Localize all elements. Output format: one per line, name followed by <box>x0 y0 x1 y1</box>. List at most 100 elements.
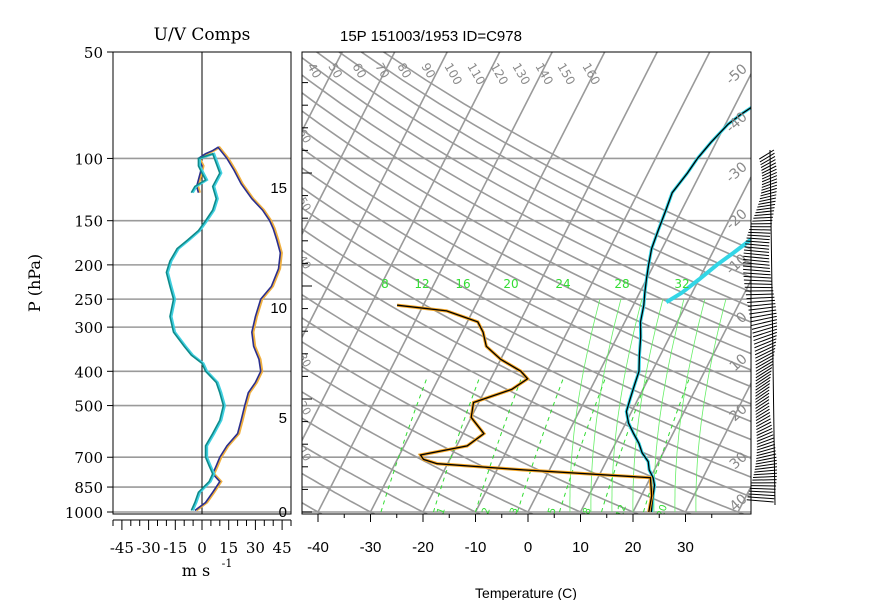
wind-barb <box>754 469 778 473</box>
uv-series-shadow <box>166 152 226 511</box>
skewt-dry-adiabat <box>302 501 324 514</box>
skewt-isotherm <box>791 52 887 512</box>
mixing-ratio-label: 24 <box>555 277 570 291</box>
wind-barb-staff <box>769 149 776 506</box>
wind-barb <box>756 427 773 436</box>
skewt-x-tick-label: -20 <box>412 539 434 556</box>
skewt-temperature-line <box>625 106 751 513</box>
skewt-x-tick-label: 20 <box>625 539 642 556</box>
wind-barb <box>755 411 771 421</box>
theta-label: 90 <box>418 61 438 81</box>
skewt-x-tick-label: 30 <box>677 539 694 556</box>
wind-barb <box>744 283 773 285</box>
wind-barbs <box>742 149 778 506</box>
uv-y-tick-label: 850 <box>74 479 103 497</box>
skewt-isotherm <box>56 52 290 512</box>
uv-frame <box>112 51 292 515</box>
uv-title: U/V Comps <box>154 25 251 45</box>
skewt-moist-adiabat <box>380 378 428 513</box>
skewt-isobars <box>302 157 751 513</box>
wind-barb <box>745 243 770 247</box>
wind-barb <box>754 466 778 470</box>
wind-barb <box>756 443 775 451</box>
skewt-x-tick-label: -40 <box>307 539 329 556</box>
uv-y-tick-label: 1000 <box>65 504 103 522</box>
isotherm-label: -30 <box>723 159 751 186</box>
wind-barb <box>744 246 770 250</box>
wind-barb <box>756 424 772 433</box>
wind-barb <box>755 373 772 385</box>
skewt-isotherm <box>632 278 751 513</box>
wind-barb <box>755 357 774 369</box>
wind-barb <box>755 415 771 424</box>
uv-y-tick-labels: 50 100 150 200 250 300 400 500 700 850 1000 <box>65 44 113 522</box>
skewt-dry-adiabat <box>302 207 751 441</box>
skewt-dry-adiabat <box>302 56 751 308</box>
skewt-dry-adiabat <box>302 390 535 514</box>
skewt-dry-adiabat <box>302 417 482 514</box>
wind-barb <box>753 475 777 478</box>
wind-barb <box>755 402 770 412</box>
wind-barb <box>743 279 772 282</box>
mixing-ratio-label: 28 <box>614 277 629 291</box>
bottom-mixing-label: 5 <box>546 506 559 516</box>
skewt-x-axis-label: Temperature (C) <box>475 585 577 600</box>
wind-barb <box>748 493 775 497</box>
uv-x-tick-label: 0 <box>197 539 207 557</box>
theta-label: 100 <box>441 61 465 88</box>
wind-barb <box>754 344 776 356</box>
skewt-isotherm <box>843 52 887 512</box>
skewt-isotherm <box>302 52 396 236</box>
wind-barb <box>760 191 777 197</box>
uv-y-tick-label: 50 <box>84 44 103 62</box>
skewt-dry-adiabat <box>302 186 751 423</box>
wind-barb <box>755 399 770 409</box>
isotherm-label: 0 <box>733 309 750 327</box>
wind-barb <box>761 165 777 174</box>
theta-label: 150 <box>554 61 578 88</box>
skewt-mixing-line <box>611 299 643 513</box>
mixing-ratio-label: 20 <box>503 277 518 291</box>
skewt-mixing-line <box>569 299 601 513</box>
wind-barb <box>756 421 772 431</box>
wind-barb <box>755 395 770 406</box>
skewt-dry-adiabat <box>302 340 640 514</box>
wind-barb <box>752 328 778 338</box>
wind-barb <box>755 354 775 366</box>
skewt-dry-adiabat <box>302 271 751 498</box>
skewt-x-tick-label: 10 <box>572 539 589 556</box>
wind-barb <box>743 249 770 253</box>
wind-barb <box>761 181 778 188</box>
wind-barb <box>761 175 778 183</box>
bottom-mixing-label: 3 <box>508 506 521 516</box>
wind-barb <box>746 296 775 300</box>
skewt-isotherm <box>302 52 448 339</box>
wind-barb <box>755 383 770 394</box>
uv-x-tick-label: 45 <box>273 539 292 557</box>
wind-barb <box>743 272 771 276</box>
theta-label: 70 <box>372 61 392 81</box>
isotherm-label: -40 <box>723 109 751 136</box>
left-theta-label: 50 <box>295 195 313 214</box>
wind-barb <box>761 184 778 191</box>
theta-label: 60 <box>349 61 369 81</box>
wind-barb <box>743 252 770 257</box>
left-theta-label: 10 <box>295 445 313 464</box>
wind-barb <box>759 149 775 160</box>
wind-barb <box>761 171 777 180</box>
skewt-x-tick-label: 0 <box>524 539 532 556</box>
wind-barb <box>756 207 775 211</box>
wind-barb <box>756 437 774 445</box>
skewt-dewpoint-line <box>397 304 653 513</box>
uv-y-tick-label: 400 <box>74 363 103 381</box>
wind-barb <box>761 162 777 171</box>
wind-barb <box>755 405 770 415</box>
skewt-dry-adiabat <box>302 249 751 479</box>
uv-x-tick-label: -45 <box>110 539 134 557</box>
wind-barb <box>756 447 776 454</box>
wind-barb <box>759 194 777 200</box>
height-tick-label: 0 <box>279 504 287 521</box>
uv-y-tick-label: 300 <box>74 319 103 337</box>
wind-barb <box>755 376 771 388</box>
mixing-ratio-label: 12 <box>414 277 429 291</box>
